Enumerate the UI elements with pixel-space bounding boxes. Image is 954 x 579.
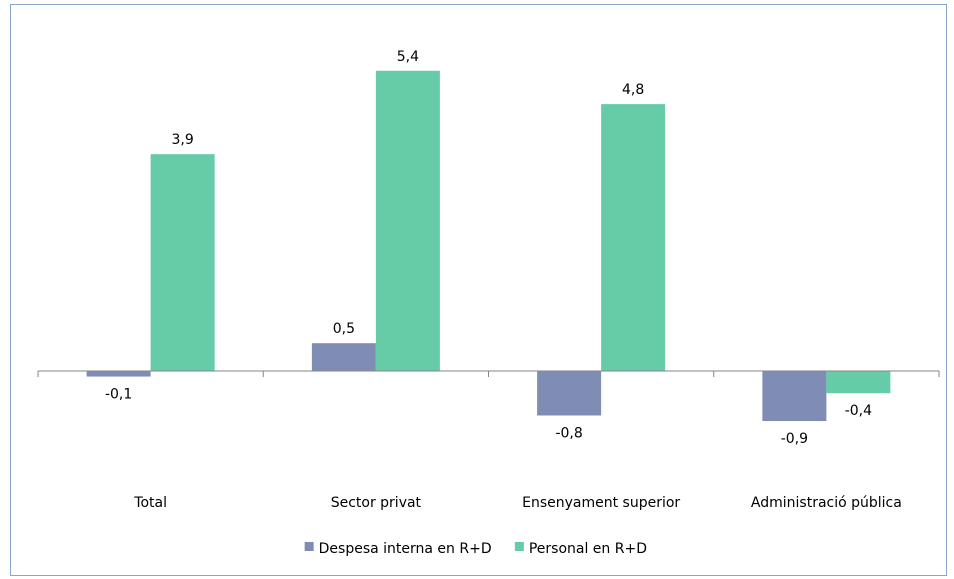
data-label: 3,9 [171, 132, 193, 148]
data-label: -0,1 [105, 387, 132, 403]
chart-frame: -0,1 3,9 0,5 5,4 -0,8 4,8 -0,9 -0,4 Total Sector… [10, 4, 947, 576]
bar-personal-en-r-d-total [150, 154, 215, 371]
category-label-sector-privat: Sector privat [331, 495, 422, 511]
data-label: 4,8 [622, 82, 644, 98]
data-label: 0,5 [333, 321, 355, 337]
data-label: -0,8 [555, 425, 582, 441]
category-label-administracio-publica: Administració pública [751, 495, 902, 511]
bar-personal-en-r-d-sector-privat [375, 70, 440, 371]
legend: Despesa interna en R+D Personal en R+D [304, 541, 647, 557]
data-label: -0,9 [781, 431, 808, 447]
category-labels: Total Sector privat Ensenyament superior Ad… [133, 495, 902, 511]
bars-group [86, 70, 891, 422]
data-label: -0,4 [845, 403, 872, 419]
legend-label-despesa-interna-en-r-d: Despesa interna en R+D [319, 541, 492, 557]
bar-personal-en-r-d-ensenyament-superior [601, 104, 666, 372]
bar-despesa-interna-en-r-d-total [86, 371, 151, 377]
category-label-ensenyament-superior: Ensenyament superior [522, 495, 680, 511]
bar-personal-en-r-d-administracio-publica [826, 371, 891, 394]
legend-swatch-despesa-interna-en-r-d [304, 542, 314, 551]
data-label: 5,4 [397, 49, 419, 65]
bar-chart: -0,1 3,9 0,5 5,4 -0,8 4,8 -0,9 -0,4 Total Sector… [37, 49, 940, 557]
data-labels: -0,1 3,9 0,5 5,4 -0,8 4,8 -0,9 -0,4 [105, 49, 872, 447]
x-axis [37, 370, 940, 377]
legend-label-personal-en-r-d: Personal en R+D [529, 541, 647, 557]
bar-despesa-interna-en-r-d-sector-privat [311, 343, 376, 371]
bar-despesa-interna-en-r-d-ensenyament-superior [537, 371, 602, 416]
bar-despesa-interna-en-r-d-administracio-publica [762, 371, 827, 422]
legend-swatch-personal-en-r-d [514, 542, 524, 551]
category-label-total: Total [133, 495, 167, 511]
